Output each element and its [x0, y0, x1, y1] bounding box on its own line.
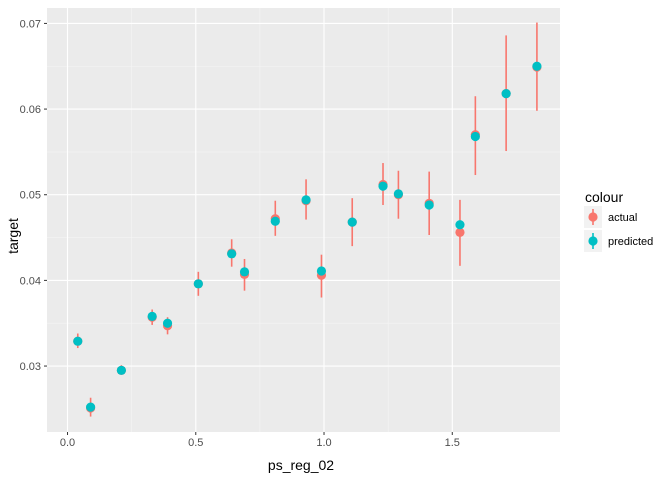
y-tick-label: 0.04: [20, 275, 41, 287]
predicted-point: [455, 220, 465, 230]
y-axis-title: target: [5, 218, 21, 254]
predicted-point: [162, 318, 173, 328]
x-axis-title: ps_reg_02: [268, 457, 334, 473]
axes: 0.03 0.04 0.05 0.06 0.07 0.0 0.5 1.0 1.5: [20, 18, 460, 449]
predicted-point: [470, 131, 480, 142]
plot-panel: [47, 8, 560, 432]
legend-label-predicted: predicted: [608, 236, 653, 248]
legend-key-point-actual: [588, 212, 598, 222]
predicted-point: [301, 195, 311, 205]
panel-background: [47, 8, 560, 432]
predicted-point: [270, 216, 280, 226]
x-tick-label: 0.0: [60, 437, 75, 449]
predicted-point: [316, 266, 327, 276]
x-tick-label: 1.5: [445, 437, 460, 449]
y-tick-label: 0.07: [20, 18, 41, 30]
x-tick-label: 0.5: [188, 437, 203, 449]
data-series: [73, 22, 542, 417]
y-tick-label: 0.05: [20, 190, 41, 202]
predicted-point: [393, 189, 404, 199]
predicted-point: [347, 217, 357, 227]
predicted-point: [73, 336, 83, 346]
predicted-point: [532, 61, 542, 71]
predicted-point: [193, 279, 203, 289]
predicted-point: [86, 402, 96, 412]
y-tick-label: 0.06: [20, 104, 41, 116]
legend-label-actual: actual: [608, 212, 637, 224]
predicted-point: [424, 200, 434, 210]
predicted-point: [378, 181, 388, 191]
legend-key-point-predicted: [588, 236, 598, 246]
predicted-point: [227, 249, 237, 259]
actual-point: [455, 227, 465, 238]
predicted-point: [239, 267, 250, 277]
grid-lines: [47, 8, 560, 432]
x-tick-label: 1.0: [316, 437, 331, 449]
predicted-point: [501, 89, 511, 99]
predicted-point: [116, 365, 126, 375]
y-tick-label: 0.03: [20, 361, 41, 373]
legend: colour actual predicted: [584, 189, 653, 252]
predicted-point: [147, 311, 157, 321]
legend-title: colour: [585, 189, 623, 205]
